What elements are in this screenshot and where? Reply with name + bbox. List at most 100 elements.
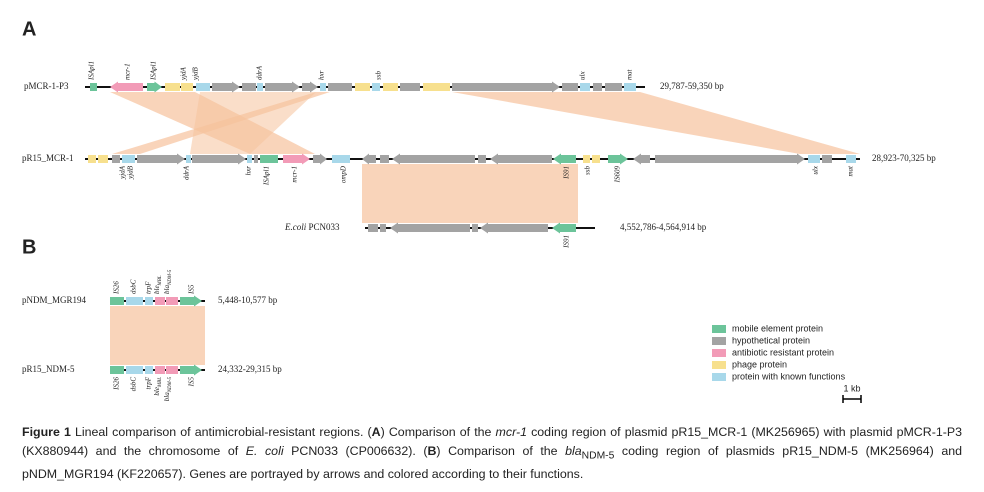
gene-arrow — [254, 155, 258, 163]
gene-label: yjdA — [180, 66, 188, 81]
gene-arrow — [98, 155, 108, 163]
gene-label: bleMBL — [153, 377, 163, 396]
gene-label: IS5 — [188, 377, 196, 388]
gene-arrow — [242, 83, 256, 91]
strain: PCN033 — [309, 222, 341, 232]
panel-label: B — [22, 236, 36, 258]
track-range: 29,787-59,350 bp — [660, 81, 724, 91]
gene-arrow — [137, 153, 185, 165]
track-range: 5,448-10,577 bp — [218, 295, 278, 305]
gene-arrow — [583, 155, 590, 163]
gene-arrow — [265, 81, 300, 93]
gene-label: ISApl1 — [263, 166, 271, 186]
caption-part: ) Comparison of the — [380, 425, 496, 439]
homology-band — [190, 92, 316, 154]
gene-label: IS91 — [563, 235, 571, 249]
gene-arrow — [380, 224, 386, 232]
caption-part: coding region of plasmid pR15_MCR-1 (MK2… — [22, 425, 962, 458]
gene-label: yjdB — [192, 66, 200, 81]
gene-arrow — [478, 155, 486, 163]
homology-band — [362, 164, 578, 223]
gene-arrow — [390, 222, 470, 234]
gene-label: mat — [847, 165, 855, 177]
gene-label: ddrA — [183, 165, 191, 180]
legend-label: antibiotic resistant protein — [732, 347, 834, 357]
gene-arrow — [145, 366, 153, 374]
caption-part: mcr-1 — [495, 425, 527, 439]
gene-arrow — [562, 83, 578, 91]
gene-arrow — [593, 83, 602, 91]
caption-part: E. coli — [245, 443, 284, 458]
gene-arrow — [110, 297, 124, 305]
track-name: pNDM_MGR194 — [22, 295, 87, 305]
gene-arrow — [166, 297, 178, 305]
gene-arrow — [180, 364, 202, 376]
gene-base: ble — [153, 387, 161, 396]
gene-arrow — [633, 153, 650, 165]
homology-bands — [110, 92, 860, 365]
caption-part: Lineal comparison of antimicrobial-resis… — [70, 425, 372, 439]
gene-label: dsbC — [130, 279, 138, 294]
gene-label: ssb — [375, 71, 383, 80]
gene-arrow — [313, 153, 327, 165]
gene-arrow — [472, 224, 478, 232]
gene-arrow — [552, 222, 576, 234]
gene-arrow — [362, 153, 376, 165]
gene-label: bleMBL — [153, 275, 163, 294]
gene-arrow — [423, 83, 450, 91]
gene-arrow — [165, 83, 180, 91]
gene-arrow — [147, 81, 162, 93]
gene-label: IS5 — [188, 284, 196, 295]
gene-arrow — [260, 155, 278, 163]
gene-label: blaNDM-5 — [163, 377, 173, 402]
gene-arrow — [212, 81, 240, 93]
track-range: 28,923-70,325 bp — [872, 153, 936, 163]
gene-map: A B pMCR-1-P3 29,787-59,350 bp pR15_MCR-… — [22, 18, 936, 403]
gene-label: ulx — [579, 71, 587, 80]
gene-label: ulx — [812, 165, 820, 174]
caption-part: coding region of plasmids pR15_NDM-5 (MK… — [22, 443, 963, 482]
gene-label: mcr-1 — [291, 166, 299, 183]
gene-sub: MBL — [158, 377, 163, 388]
scale-label: 1 kb — [843, 383, 860, 393]
caption-part: NDM-5 — [581, 449, 615, 461]
gene-arrow — [320, 83, 326, 91]
gene-label: IS26 — [113, 377, 121, 391]
caption-part: PCN033 (CP006632). ( — [283, 443, 428, 458]
gene-arrow — [380, 155, 389, 163]
gene-arrow — [368, 224, 378, 232]
gene-label: hxr — [318, 70, 326, 80]
gene-arrow — [112, 155, 120, 163]
legend-label: hypothetical protein — [732, 335, 810, 345]
gene-arrow — [655, 153, 805, 165]
gene-label: yjdB — [127, 165, 135, 180]
gene-arrow — [846, 155, 856, 163]
gene-arrow — [605, 83, 622, 91]
track-name: pR15_MCR-1 — [22, 153, 74, 163]
gene-label: IS91 — [563, 166, 571, 180]
gene-base: ble — [153, 285, 161, 294]
species: E.coli — [284, 222, 307, 232]
gene-arrow — [822, 155, 832, 163]
gene-label: trpF — [145, 376, 153, 389]
gene-arrow — [392, 153, 475, 165]
gene-arrow — [192, 153, 246, 165]
gene-arrow — [302, 81, 318, 93]
caption-part: Figure 1 — [22, 425, 71, 439]
gene-arrow — [490, 153, 552, 165]
gene-label: mat — [626, 68, 634, 80]
gene-sub: NDM-5 — [168, 269, 173, 286]
gene-base: bla — [163, 285, 171, 294]
gene-arrow — [624, 83, 636, 91]
gene-arrow — [155, 297, 165, 305]
gene-arrow — [196, 83, 210, 91]
homology-band — [452, 92, 860, 154]
legend-label: phage protein — [732, 359, 787, 369]
gene-arrow — [328, 83, 352, 91]
gene-arrow — [608, 153, 628, 165]
gene-arrow — [592, 155, 600, 163]
legend-label: protein with known functions — [732, 371, 846, 381]
gene-label: ISApl1 — [88, 61, 96, 81]
legend-swatch — [712, 361, 726, 369]
